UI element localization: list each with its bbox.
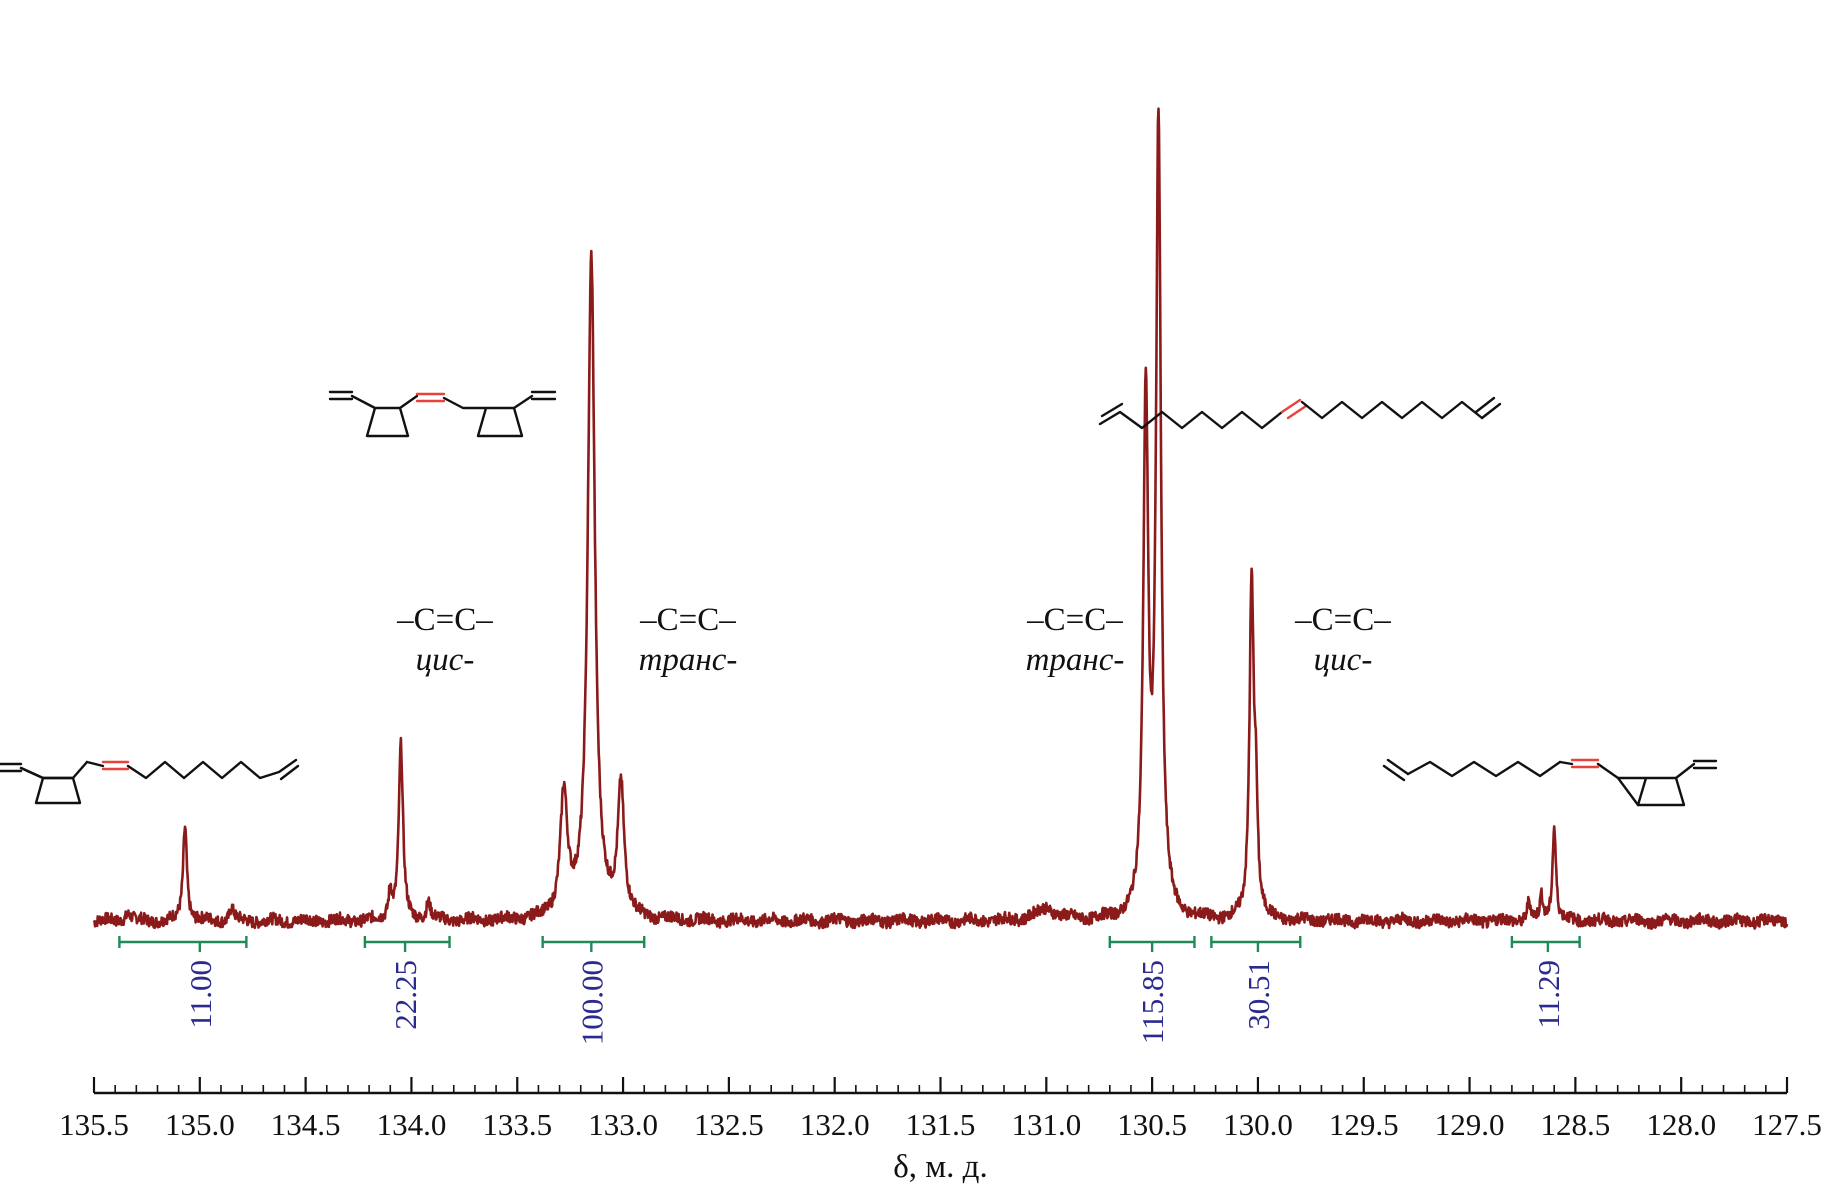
x-tick-label: 130.5 bbox=[1117, 1107, 1187, 1142]
annotation-type-label: транс- bbox=[1026, 642, 1125, 678]
annotation-trans-left: –C=C– транс- bbox=[639, 602, 738, 678]
annotation-type-label: транс- bbox=[639, 642, 738, 678]
x-tick-label: 132.5 bbox=[694, 1107, 764, 1142]
molecule-structure-2 bbox=[328, 390, 557, 438]
x-tick-label: 133.0 bbox=[588, 1107, 658, 1142]
annotation-bond-label: –C=C– bbox=[1294, 602, 1391, 638]
x-tick-label: 134.5 bbox=[271, 1107, 341, 1142]
molecule-structure-1 bbox=[0, 758, 300, 805]
annotation-cis-left: –C=C– цис- bbox=[396, 602, 493, 678]
x-tick-label: 127.5 bbox=[1752, 1107, 1822, 1142]
x-tick-label: 129.0 bbox=[1435, 1107, 1505, 1142]
x-tick-label: 135.5 bbox=[59, 1107, 129, 1142]
molecule-structure-4 bbox=[1382, 758, 1718, 807]
integral-5: 11.29 bbox=[1510, 936, 1581, 1029]
integral-value-label: 11.29 bbox=[1531, 960, 1566, 1029]
integral-1: 22.25 bbox=[363, 936, 451, 1030]
x-tick-label: 133.5 bbox=[482, 1107, 552, 1142]
x-axis: 135.5 135.0 134.5 134.0 133.5 133.0 132.5 132.0… bbox=[59, 1077, 1822, 1185]
annotation-bond-label: –C=C– bbox=[396, 602, 493, 638]
annotation-trans-right: –C=C– транс- bbox=[1026, 602, 1125, 678]
x-tick-label: 132.0 bbox=[800, 1107, 870, 1142]
integral-value-label: 100.00 bbox=[574, 960, 609, 1045]
x-tick-label: 129.5 bbox=[1329, 1107, 1399, 1142]
molecule-structure-3 bbox=[1098, 396, 1502, 430]
x-axis-title: δ, м. д. bbox=[893, 1149, 987, 1185]
x-tick-label: 128.0 bbox=[1646, 1107, 1716, 1142]
annotation-cis-right: –C=C– цис- bbox=[1294, 602, 1391, 678]
spectrum-line bbox=[92, 107, 1789, 931]
annotation-bond-label: –C=C– bbox=[1026, 602, 1123, 638]
integral-3: 115.85 bbox=[1108, 936, 1196, 1044]
spectrum-layer bbox=[92, 107, 1789, 931]
x-tick-label: 131.0 bbox=[1011, 1107, 1081, 1142]
integral-value-label: 115.85 bbox=[1135, 960, 1170, 1044]
annotation-bond-label: –C=C– bbox=[639, 602, 736, 638]
integral-value-label: 22.25 bbox=[388, 960, 423, 1030]
integral-4: 30.51 bbox=[1210, 936, 1302, 1030]
integral-2: 100.00 bbox=[541, 936, 646, 1045]
x-tick-label: 131.5 bbox=[906, 1107, 976, 1142]
annotation-type-label: цис- bbox=[416, 642, 475, 678]
x-tick-label: 128.5 bbox=[1541, 1107, 1611, 1142]
integral-value-label: 11.00 bbox=[183, 960, 218, 1029]
integral-0: 11.00 bbox=[118, 936, 248, 1029]
x-tick-label: 134.0 bbox=[377, 1107, 447, 1142]
integral-layer: 11.00 22.25 100.00 115.85 30.51 11.29 bbox=[118, 936, 1581, 1045]
integral-value-label: 30.51 bbox=[1241, 960, 1276, 1030]
x-tick-label: 130.0 bbox=[1223, 1107, 1293, 1142]
annotation-type-label: цис- bbox=[1314, 642, 1373, 678]
x-tick-label: 135.0 bbox=[165, 1107, 235, 1142]
